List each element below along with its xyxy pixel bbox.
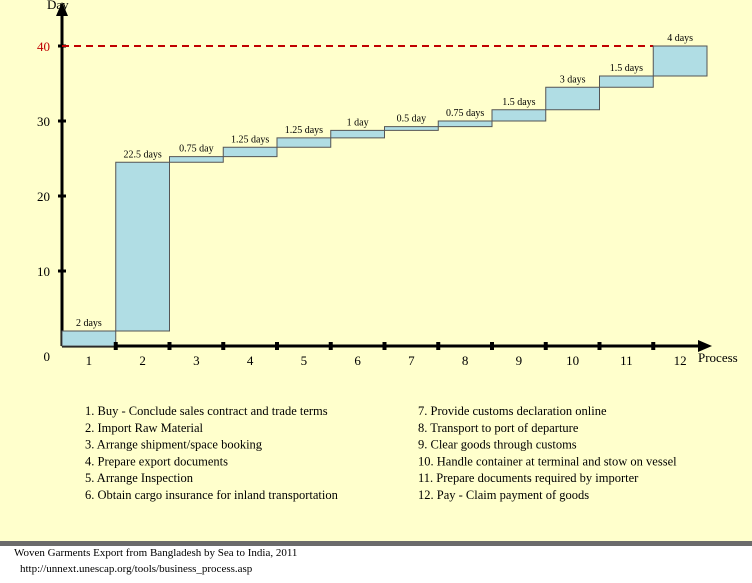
x-tick-label: 12 bbox=[674, 353, 687, 368]
x-tick-label: 3 bbox=[193, 353, 200, 368]
x-tick bbox=[221, 342, 226, 350]
legend-item: 4. Prepare export documents bbox=[85, 454, 228, 468]
x-tick bbox=[328, 342, 333, 350]
legend-item: 9. Clear goods through customs bbox=[418, 438, 577, 452]
x-tick bbox=[275, 342, 279, 350]
value-label: 4 days bbox=[667, 33, 693, 44]
x-tick bbox=[113, 342, 118, 350]
value-label: 22.5 days bbox=[123, 149, 161, 160]
x-tick-label: 9 bbox=[516, 353, 523, 368]
bar bbox=[61, 330, 117, 347]
x-tick-label: 7 bbox=[408, 353, 415, 368]
legend-item: 6. Obtain cargo insurance for inland tra… bbox=[85, 488, 339, 502]
value-label: 3 days bbox=[560, 74, 586, 85]
y-tick-label: 30 bbox=[37, 114, 50, 129]
value-label: 1.5 days bbox=[610, 63, 643, 74]
value-label: 0.75 day bbox=[179, 144, 213, 155]
legend-item: 8. Transport to port of departure bbox=[418, 421, 579, 435]
legend-item: 12. Pay - Claim payment of goods bbox=[418, 488, 589, 502]
bar bbox=[545, 86, 600, 111]
legend-item: 2. Import Raw Material bbox=[85, 421, 204, 435]
legend-item: 3. Arrange shipment/space booking bbox=[85, 438, 263, 452]
x-tick-label: 6 bbox=[354, 353, 361, 368]
x-axis-label: Process bbox=[698, 350, 738, 365]
y-axis-arrow bbox=[56, 2, 68, 16]
legend-item: 10. Handle container at terminal and sto… bbox=[418, 454, 677, 468]
x-tick bbox=[651, 342, 656, 350]
x-tick bbox=[436, 342, 441, 350]
bar bbox=[115, 161, 170, 332]
bar bbox=[330, 129, 385, 139]
source-url: http://unnext.unescap.org/tools/business… bbox=[20, 563, 253, 575]
value-label: 1.25 days bbox=[285, 125, 323, 136]
bar bbox=[384, 126, 439, 131]
y-tick-label: 0 bbox=[44, 349, 51, 364]
legend-item: 7. Provide customs declaration online bbox=[418, 404, 607, 418]
source-title: Woven Garments Export from Bangladesh by… bbox=[14, 547, 297, 559]
value-label: 1.5 days bbox=[502, 97, 535, 108]
legend-item: 11. Prepare documents required by import… bbox=[418, 471, 639, 485]
x-tick-label: 5 bbox=[301, 353, 308, 368]
y-axis-label: Day bbox=[47, 0, 69, 12]
x-tick bbox=[382, 342, 387, 350]
separator bbox=[0, 541, 752, 546]
bar bbox=[437, 120, 493, 128]
x-tick-label: 8 bbox=[462, 353, 469, 368]
x-tick bbox=[167, 342, 172, 350]
y-tick-label: 20 bbox=[37, 189, 50, 204]
bar bbox=[599, 75, 654, 88]
bar bbox=[222, 146, 278, 158]
value-label: 1 day bbox=[347, 117, 369, 128]
bar bbox=[491, 109, 547, 122]
value-label: 0.75 days bbox=[446, 108, 484, 119]
bar bbox=[276, 137, 332, 148]
x-tick bbox=[597, 342, 602, 350]
value-label: 0.5 day bbox=[397, 114, 426, 125]
legend-item: 5. Arrange Inspection bbox=[85, 471, 194, 485]
x-tick-label: 10 bbox=[566, 353, 579, 368]
y-tick-label: 10 bbox=[37, 264, 50, 279]
x-tick-label: 11 bbox=[620, 353, 633, 368]
value-label: 1.25 days bbox=[231, 134, 269, 145]
x-tick-label: 4 bbox=[247, 353, 254, 368]
x-axis-arrow bbox=[698, 340, 712, 352]
x-tick-label: 2 bbox=[139, 353, 146, 368]
y-tick-label: 40 bbox=[37, 39, 50, 54]
x-tick bbox=[543, 342, 548, 350]
bar bbox=[652, 45, 708, 77]
x-tick-label: 1 bbox=[86, 353, 93, 368]
legend-item: 1. Buy - Conclude sales contract and tra… bbox=[85, 404, 328, 418]
bar bbox=[169, 156, 224, 163]
value-label: 2 days bbox=[76, 318, 102, 329]
x-tick bbox=[490, 342, 494, 350]
